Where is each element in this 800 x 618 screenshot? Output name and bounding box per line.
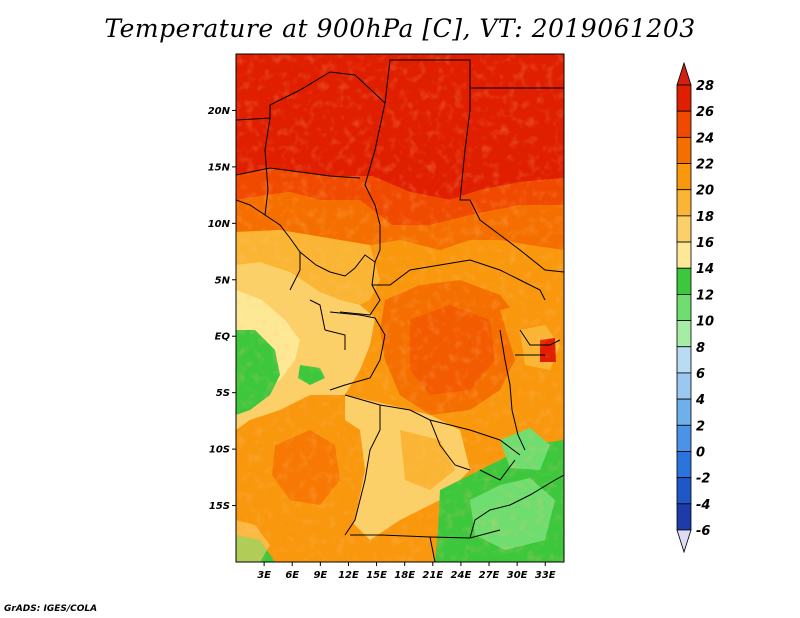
colorbar-bottom-arrow <box>676 529 692 554</box>
colorbar-swatch <box>676 424 692 452</box>
colorbar-swatch <box>676 503 692 531</box>
lat-tick-label: 15N <box>208 162 231 173</box>
colorbar-swatch <box>676 451 692 479</box>
map-frame <box>235 53 565 563</box>
country-borders <box>236 59 564 562</box>
colorbar-label: 6 <box>696 367 705 382</box>
colorbar-label: 10 <box>696 315 714 330</box>
colorbar-swatch <box>676 241 692 269</box>
colorbar-top-arrow <box>676 61 692 86</box>
lat-tick-label: EQ <box>215 332 231 343</box>
colorbar-swatch <box>676 398 692 426</box>
lon-tick-label: 3E <box>257 570 271 581</box>
lon-tick-label: 15E <box>366 570 387 581</box>
colorbar-swatch <box>676 110 692 138</box>
colorbar-label: 12 <box>696 288 714 303</box>
colorbar-label: -4 <box>696 498 710 513</box>
colorbar-label: 0 <box>696 445 705 460</box>
colorbar-label: 4 <box>695 393 705 408</box>
colorbar-label: 18 <box>696 210 714 225</box>
lon-tick-label: 33E <box>535 570 556 581</box>
lon-tick-label: 27E <box>479 570 500 581</box>
lat-tick-label: 10S <box>209 445 230 456</box>
colorbar-swatch <box>676 346 692 374</box>
grads-credit: GrADS: IGES/COLA <box>4 604 98 614</box>
colorbar-swatch <box>676 215 692 243</box>
colorbar-label: 20 <box>696 184 714 199</box>
temperature-field <box>236 54 564 562</box>
colorbar-label: 28 <box>696 79 714 94</box>
lon-tick-label: 30E <box>507 570 528 581</box>
colorbar-label: 16 <box>696 236 714 251</box>
colorbar-swatch <box>676 372 692 400</box>
lon-tick-label: 24E <box>451 570 472 581</box>
colorbar-swatch <box>676 294 692 321</box>
lon-tick-label: 21E <box>422 570 443 581</box>
colorbar-label: 22 <box>696 158 714 173</box>
colorbar-label: 8 <box>696 341 705 356</box>
lon-tick-label: 18E <box>394 570 415 581</box>
colorbar-swatch <box>676 189 692 217</box>
colorbar-label: 14 <box>696 262 714 277</box>
colorbar-label: 26 <box>696 105 714 120</box>
lat-tick-label: 5N <box>215 275 231 286</box>
colorbar-swatch <box>676 84 692 112</box>
latitude-axis: 20N 15N 10N 5N EQ 5S 10S 15S <box>208 106 236 512</box>
map-title: Temperature at 900hPa [C], VT: 201906120… <box>104 14 696 43</box>
colorbar-swatch <box>676 163 692 191</box>
lat-tick-label: 15S <box>209 501 230 512</box>
lon-tick-label: 12E <box>338 570 359 581</box>
lon-tick-label: 9E <box>313 570 327 581</box>
colorbar-swatch <box>676 267 692 295</box>
lat-tick-label: 20N <box>208 106 231 117</box>
colorbar-swatch <box>676 477 692 505</box>
longitude-axis: 3E 6E 9E 12E 15E 18E 21E 24E 27E 30E 33E <box>257 562 556 581</box>
lat-tick-label: 5S <box>216 388 230 399</box>
colorbar-label: -2 <box>696 472 710 487</box>
colorbar-swatch <box>676 136 692 164</box>
colorbar-swatch <box>676 320 692 348</box>
colorbar-label: -6 <box>696 524 710 539</box>
colorbar-label: 24 <box>696 131 714 146</box>
lat-tick-label: 10N <box>208 219 231 230</box>
lon-tick-label: 6E <box>285 570 299 581</box>
colorbar-label: 2 <box>696 419 705 434</box>
